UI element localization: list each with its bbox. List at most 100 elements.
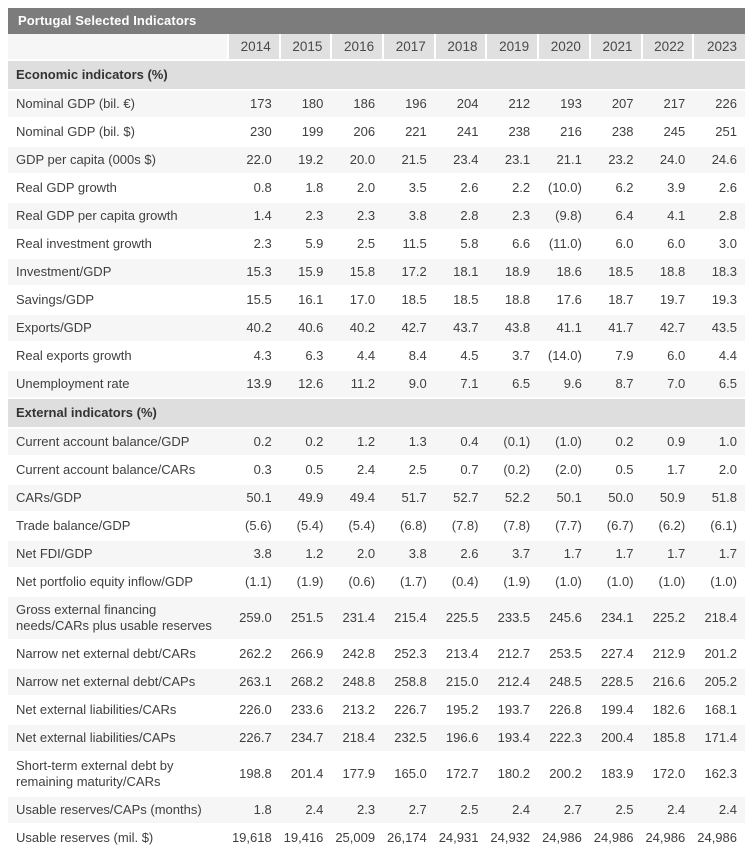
value-cell: 24,986	[538, 823, 590, 851]
table-row: Unemployment rate 13.9 12.6 11.2 9.0 7.1 6.5 9.…	[8, 369, 745, 398]
value-cell: 2.8	[434, 201, 487, 230]
value-cell: 206	[331, 117, 384, 146]
value-cell: 24,931	[434, 823, 487, 851]
value-cell: 225.2	[641, 595, 694, 640]
value-cell: 226.8	[538, 695, 590, 724]
table-row: Usable reserves (mil. $) 19,618 19,416 25,0…	[8, 823, 745, 851]
table-row: Investment/GDP 15.3 15.9 15.8 17.2 18.1 18.9 18…	[8, 257, 745, 286]
year-header: 2021	[588, 34, 642, 60]
value-cell: 6.5	[486, 369, 539, 398]
value-cell: (1.0)	[589, 567, 642, 596]
value-cell: 51.7	[383, 483, 435, 512]
value-cell: 5.9	[279, 229, 332, 258]
value-cell: (7.7)	[538, 511, 590, 540]
value-cell: 9.6	[538, 369, 590, 398]
value-cell: 227.4	[589, 639, 642, 668]
value-cell: 245	[641, 117, 694, 146]
value-cell: 233.5	[486, 595, 539, 640]
value-cell: 7.0	[641, 369, 694, 398]
row-label: Usable reserves (mil. $)	[8, 823, 229, 851]
value-cell: 1.3	[383, 427, 435, 456]
value-cell: 1.7	[589, 539, 642, 568]
value-cell: 196	[383, 89, 435, 118]
value-cell: 13.9	[228, 369, 280, 398]
row-label: CARs/GDP	[8, 483, 229, 512]
value-cell: 25,009	[331, 823, 384, 851]
value-cell: 50.9	[641, 483, 694, 512]
row-label: Current account balance/GDP	[8, 427, 229, 456]
value-cell: 262.2	[228, 639, 280, 668]
value-cell: 165.0	[383, 751, 435, 796]
value-cell: 201.4	[279, 751, 332, 796]
value-cell: 40.2	[331, 313, 384, 342]
value-cell: 2.4	[331, 455, 384, 484]
row-label: Trade balance/GDP	[8, 511, 229, 540]
value-cell: 2.5	[331, 229, 384, 258]
value-cell: 2.3	[228, 229, 280, 258]
value-cell: 212.9	[641, 639, 694, 668]
table-row: Net portfolio equity inflow/GDP (1.1) (1.9…	[8, 567, 745, 596]
year-header: 2017	[382, 34, 435, 60]
value-cell: 213.4	[434, 639, 487, 668]
value-cell: 238	[589, 117, 642, 146]
value-cell: 16.1	[279, 285, 332, 314]
value-cell: 21.1	[538, 145, 590, 174]
value-cell: 216	[538, 117, 590, 146]
value-cell: 19.3	[693, 285, 745, 314]
value-cell: 0.5	[589, 455, 642, 484]
row-label: GDP per capita (000s $)	[8, 145, 229, 174]
value-cell: 252.3	[383, 639, 435, 668]
value-cell: 226.7	[228, 723, 280, 752]
row-label: Gross external financing needs/CARs plus…	[8, 595, 229, 640]
year-header: 2014	[227, 34, 280, 60]
value-cell: 2.4	[486, 795, 539, 824]
row-label: Real GDP per capita growth	[8, 201, 229, 230]
value-cell: 2.7	[538, 795, 590, 824]
value-cell: 0.7	[434, 455, 487, 484]
table-row: Current account balance/CARs 0.3 0.5 2.4 2.5…	[8, 455, 745, 484]
value-cell: 18.5	[589, 257, 642, 286]
section-header-row: Economic indicators (%)	[8, 59, 745, 90]
value-cell: 205.2	[693, 667, 745, 696]
value-cell: 1.8	[279, 173, 332, 202]
value-cell: 23.4	[434, 145, 487, 174]
value-cell: 24,932	[486, 823, 539, 851]
value-cell: 2.5	[589, 795, 642, 824]
value-cell: 18.3	[693, 257, 745, 286]
value-cell: 11.2	[331, 369, 384, 398]
value-cell: 17.6	[538, 285, 590, 314]
value-cell: (6.2)	[641, 511, 694, 540]
value-cell: (1.9)	[486, 567, 539, 596]
value-cell: 42.7	[383, 313, 435, 342]
value-cell: 1.7	[693, 539, 745, 568]
value-cell: 6.4	[589, 201, 642, 230]
value-cell: 15.9	[279, 257, 332, 286]
value-cell: 2.4	[279, 795, 332, 824]
value-cell: 40.6	[279, 313, 332, 342]
value-cell: 40.2	[228, 313, 280, 342]
value-cell: (11.0)	[538, 229, 590, 258]
value-cell: 19,416	[279, 823, 332, 851]
year-header: 2023	[692, 34, 745, 60]
row-label: Current account balance/CARs	[8, 455, 229, 484]
table-row: Narrow net external debt/CAPs 263.1 268.2 2…	[8, 667, 745, 696]
value-cell: 42.7	[641, 313, 694, 342]
row-label: Net FDI/GDP	[8, 539, 229, 568]
value-cell: 183.9	[589, 751, 642, 796]
value-cell: 51.8	[693, 483, 745, 512]
value-cell: 259.0	[228, 595, 280, 640]
value-cell: 8.7	[589, 369, 642, 398]
row-label: Exports/GDP	[8, 313, 229, 342]
value-cell: 228.5	[589, 667, 642, 696]
value-cell: 162.3	[693, 751, 745, 796]
value-cell: 11.5	[383, 229, 435, 258]
value-cell: 15.8	[331, 257, 384, 286]
value-cell: 4.3	[228, 341, 280, 370]
value-cell: 6.2	[589, 173, 642, 202]
value-cell: 17.0	[331, 285, 384, 314]
value-cell: 217	[641, 89, 694, 118]
row-label: Narrow net external debt/CARs	[8, 639, 229, 668]
value-cell: 6.0	[641, 229, 694, 258]
value-cell: 207	[589, 89, 642, 118]
